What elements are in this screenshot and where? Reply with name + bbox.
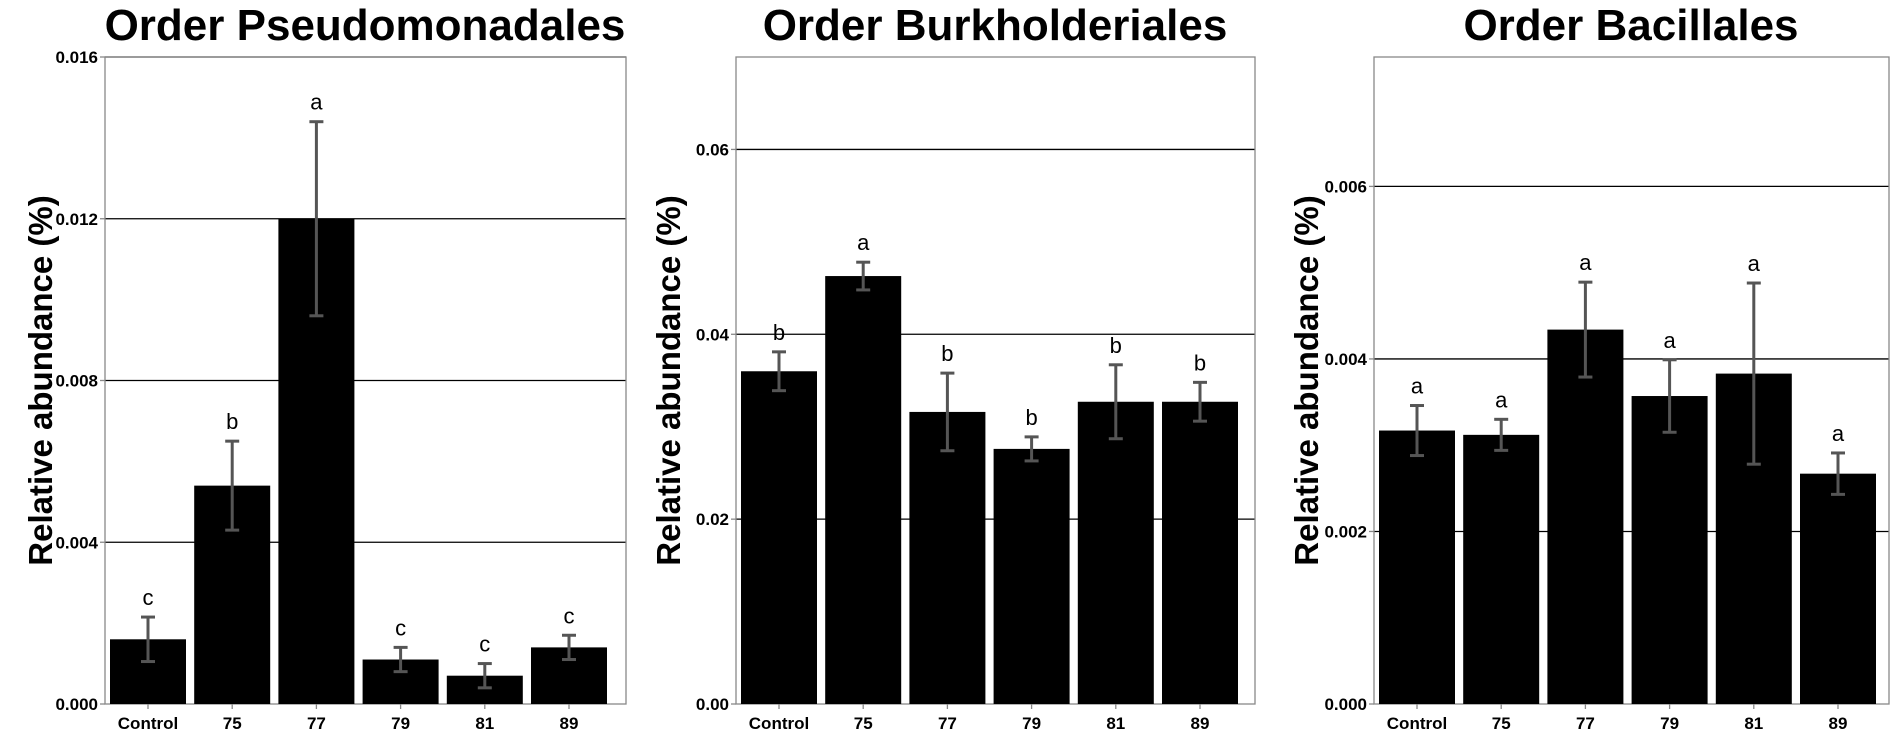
x-tick-label: 89 (560, 714, 579, 733)
x-tick-label: Control (749, 714, 809, 733)
y-tick-label: 0.000 (1324, 695, 1367, 714)
significance-letter: a (1832, 421, 1845, 446)
y-tick-label: 0.008 (55, 372, 98, 391)
x-tick-label: Control (1387, 714, 1447, 733)
significance-letter: a (857, 230, 870, 255)
y-tick-label: 0.004 (55, 533, 98, 552)
x-tick-label: 81 (1106, 714, 1125, 733)
x-tick-label: 79 (391, 714, 410, 733)
significance-letter: b (1025, 405, 1037, 430)
y-tick-label: 0.04 (696, 325, 730, 344)
bar (909, 411, 986, 704)
x-tick-label: 81 (1744, 714, 1763, 733)
bar (1379, 430, 1455, 704)
x-tick-label: 79 (1022, 714, 1041, 733)
bar (1162, 401, 1238, 704)
chart-panel-1: Order Pseudomonadales Relative abundance … (22, 1, 627, 733)
y-tick-label: 0.06 (696, 140, 729, 159)
significance-letter: c (479, 632, 490, 657)
bar (1800, 473, 1876, 704)
significance-letter: b (1110, 333, 1122, 358)
x-tick-label: 81 (475, 714, 494, 733)
significance-letter: b (226, 409, 238, 434)
significance-letter: a (310, 90, 323, 115)
chart-panel-2: Order Burkholderiales Relative abundance … (650, 1, 1256, 733)
x-tick-label: 89 (1191, 714, 1210, 733)
y-tick-label: 0.02 (696, 510, 729, 529)
x-tick-label: 77 (307, 714, 326, 733)
x-tick-label: 75 (854, 714, 873, 733)
significance-letter: a (1579, 250, 1592, 275)
y-axis-label: Relative abundance (%) (1288, 195, 1325, 565)
x-tick-label: Control (118, 714, 178, 733)
y-tick-label: 0.000 (55, 695, 98, 714)
y-tick-label: 0.002 (1324, 522, 1367, 541)
significance-letter: c (395, 615, 406, 640)
bar (1631, 396, 1708, 704)
x-tick-label: 89 (1829, 714, 1848, 733)
bar (1547, 329, 1624, 704)
significance-letter: a (1748, 251, 1761, 276)
bar (825, 276, 902, 704)
chart-title: Order Burkholderiales (763, 1, 1228, 50)
significance-letter: a (1495, 387, 1508, 412)
x-tick-label: 77 (1576, 714, 1595, 733)
y-tick-label: 0.016 (55, 48, 98, 67)
x-tick-label: 79 (1660, 714, 1679, 733)
chart-title: Order Bacillales (1463, 1, 1798, 50)
y-tick-label: 0.012 (55, 210, 98, 229)
plot-frame (1373, 56, 1890, 705)
bar (993, 448, 1070, 704)
significance-letter: c (564, 603, 575, 628)
y-axis-label: Relative abundance (%) (650, 195, 687, 565)
significance-letter: b (1194, 350, 1206, 375)
significance-letter: b (773, 320, 785, 345)
chart-title: Order Pseudomonadales (105, 1, 626, 50)
y-tick-label: 0.006 (1324, 177, 1367, 196)
y-tick-label: 0.00 (696, 695, 729, 714)
y-tick-label: 0.004 (1324, 350, 1367, 369)
bar (741, 371, 817, 704)
x-tick-label: 77 (938, 714, 957, 733)
significance-letter: a (1411, 374, 1424, 399)
y-axis-label: Relative abundance (%) (22, 195, 59, 565)
significance-letter: a (1663, 328, 1676, 353)
bar (1077, 401, 1154, 704)
x-tick-label: 75 (1492, 714, 1511, 733)
significance-letter: b (941, 341, 953, 366)
bar (1463, 434, 1540, 704)
significance-letter: c (143, 585, 154, 610)
x-tick-label: 75 (223, 714, 242, 733)
